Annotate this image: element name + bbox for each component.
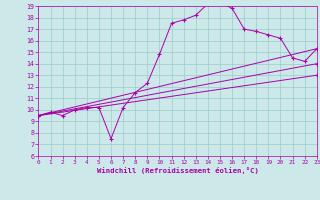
X-axis label: Windchill (Refroidissement éolien,°C): Windchill (Refroidissement éolien,°C)	[97, 167, 259, 174]
